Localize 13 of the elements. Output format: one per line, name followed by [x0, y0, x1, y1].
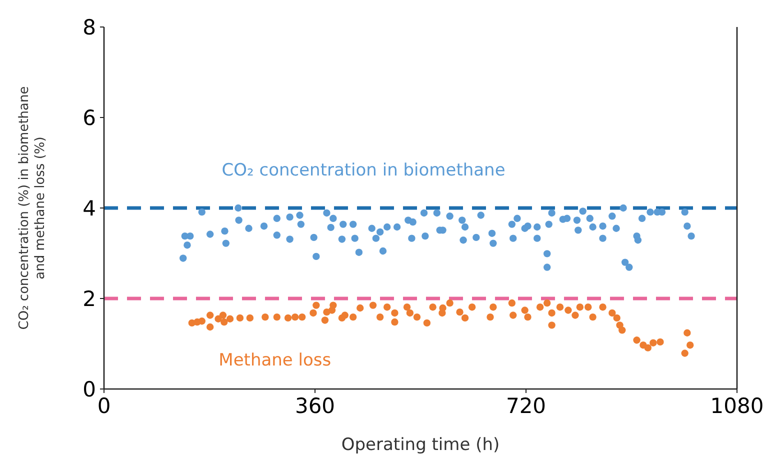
y-tick-label: 0 — [82, 377, 96, 402]
x-tick-label: 360 — [294, 394, 336, 418]
series-label: Methane loss — [218, 350, 332, 370]
y-tick-label: 4 — [82, 196, 96, 220]
y-tick-label: 2 — [82, 286, 96, 311]
y-axis-title: CO₂ concentration (%) in biomethane and methane loss (%) — [17, 86, 48, 330]
x-tick-label: 1080 — [710, 394, 764, 418]
x-tick-label: 720 — [506, 394, 546, 418]
x-axis-title: Operating time (h) — [341, 435, 500, 455]
x-tick-label: 0 — [97, 394, 111, 418]
y-tick-label: 8 — [82, 15, 96, 40]
series-label: CO₂ concentration in biomethane — [222, 160, 506, 180]
y-tick-label: 6 — [82, 106, 96, 130]
